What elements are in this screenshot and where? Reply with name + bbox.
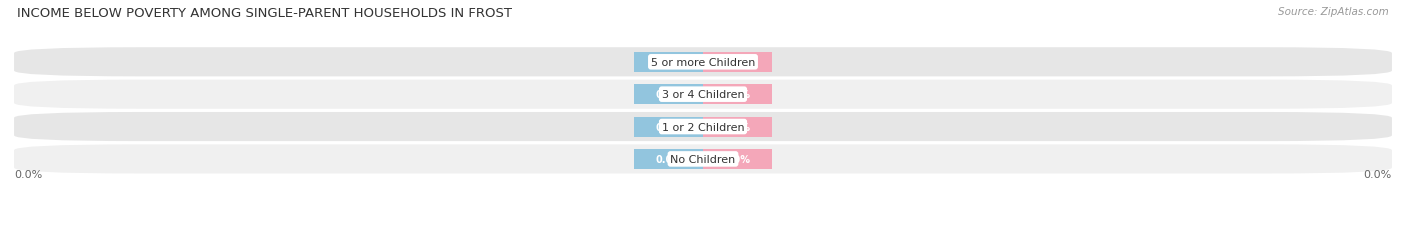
Text: 0.0%: 0.0% (724, 58, 751, 67)
Bar (703, 85, 772, 105)
Legend: Single Father, Single Mother: Single Father, Single Mother (599, 228, 807, 231)
FancyBboxPatch shape (14, 48, 1392, 77)
Text: 5 or more Children: 5 or more Children (651, 58, 755, 67)
Bar (703, 149, 772, 169)
FancyBboxPatch shape (14, 112, 1392, 142)
Text: 0.0%: 0.0% (724, 122, 751, 132)
Text: 0.0%: 0.0% (14, 169, 42, 179)
Text: 3 or 4 Children: 3 or 4 Children (662, 90, 744, 100)
FancyBboxPatch shape (14, 80, 1392, 109)
Text: 0.0%: 0.0% (655, 122, 682, 132)
Text: 0.0%: 0.0% (655, 58, 682, 67)
Text: 1 or 2 Children: 1 or 2 Children (662, 122, 744, 132)
Text: Source: ZipAtlas.com: Source: ZipAtlas.com (1278, 7, 1389, 17)
Text: 0.0%: 0.0% (1364, 169, 1392, 179)
Text: 0.0%: 0.0% (655, 90, 682, 100)
FancyBboxPatch shape (14, 145, 1392, 174)
Text: No Children: No Children (671, 154, 735, 164)
Bar (634, 85, 703, 105)
Text: 0.0%: 0.0% (724, 90, 751, 100)
Bar (703, 52, 772, 73)
Text: 0.0%: 0.0% (724, 154, 751, 164)
Bar (634, 52, 703, 73)
Text: 0.0%: 0.0% (655, 154, 682, 164)
Bar (703, 117, 772, 137)
Text: INCOME BELOW POVERTY AMONG SINGLE-PARENT HOUSEHOLDS IN FROST: INCOME BELOW POVERTY AMONG SINGLE-PARENT… (17, 7, 512, 20)
Bar (634, 117, 703, 137)
Bar (634, 149, 703, 169)
